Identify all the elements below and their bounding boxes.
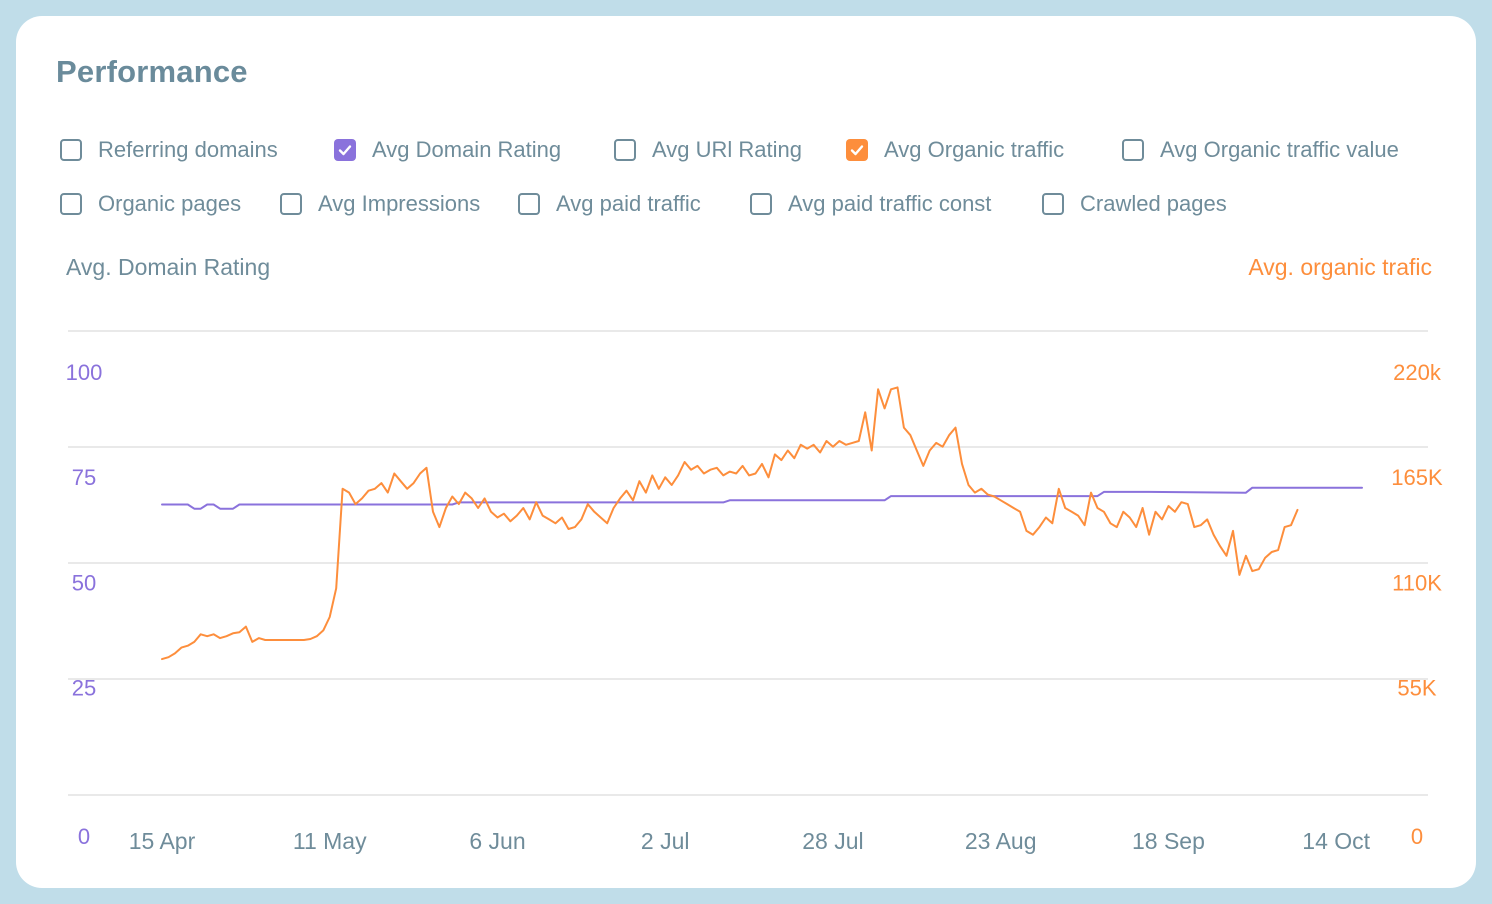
filter-option-referring-domains[interactable]: Referring domains	[60, 137, 278, 163]
filter-option-label: Avg Domain Rating	[372, 137, 562, 162]
filter-option-avg-organic-traffic[interactable]: Avg Organic traffic	[846, 137, 1064, 163]
y-right-tick-label: 165K	[1391, 465, 1443, 490]
checkbox-empty-icon[interactable]	[1042, 193, 1064, 215]
y-left-tick-label: 50	[72, 570, 96, 595]
x-tick-label: 23 Aug	[965, 828, 1037, 854]
filter-option-label: Avg Organic traffic	[884, 137, 1065, 162]
filter-option-crawled-pages[interactable]: Crawled pages	[1042, 191, 1227, 217]
checkbox-empty-icon[interactable]	[750, 193, 772, 215]
checkbox-checked-icon[interactable]	[846, 139, 868, 161]
filter-option-avg-paid-traffic[interactable]: Avg paid traffic	[518, 191, 701, 217]
filter-option-avg-domain-rating[interactable]: Avg Domain Rating	[334, 137, 561, 163]
filter-option-avg-paid-traffic-const[interactable]: Avg paid traffic const	[750, 191, 991, 217]
filter-option-avg-url-rating[interactable]: Avg URl Rating	[614, 137, 802, 163]
series-line-avg-organic-traffic	[161, 386, 1299, 661]
filter-option-label: Avg Organic traffic value	[1160, 137, 1399, 162]
y-right-tick-label: 110K	[1392, 570, 1442, 595]
y-right-tick-label: 55K	[1397, 676, 1436, 701]
page-title: Performance	[56, 54, 248, 89]
checkbox-checked-icon[interactable]	[334, 139, 356, 161]
y-right-tick-label: 0	[1411, 824, 1423, 849]
filter-option-label: Referring domains	[98, 137, 278, 162]
x-tick-label: 2 Jul	[641, 828, 690, 854]
x-tick-label: 18 Sep	[1132, 828, 1205, 854]
checkbox-empty-icon[interactable]	[1122, 139, 1144, 161]
filter-option-label: Avg paid traffic const	[788, 191, 992, 216]
filter-option-label: Avg paid traffic	[556, 191, 701, 216]
checkbox-empty-icon[interactable]	[518, 193, 540, 215]
checkbox-empty-icon[interactable]	[60, 193, 82, 215]
x-tick-label: 6 Jun	[469, 828, 525, 854]
y-left-tick-label: 25	[72, 676, 96, 701]
checkbox-empty-icon[interactable]	[280, 193, 302, 215]
filter-option-label: Organic pages	[98, 191, 242, 216]
series-line-avg-domain-rating	[161, 486, 1363, 510]
x-tick-label: 11 May	[293, 828, 367, 854]
y-right-tick-label: 220k	[1393, 360, 1442, 385]
y-left-tick-label: 100	[66, 360, 103, 385]
x-tick-label: 14 Oct	[1302, 828, 1370, 854]
performance-card: Performance Referring domains Avg Domain …	[16, 16, 1476, 888]
checkbox-empty-icon[interactable]	[60, 139, 82, 161]
y-left-tick-label: 75	[72, 465, 96, 490]
filter-option-label: Avg Impressions	[318, 191, 481, 216]
right-axis-title: Avg. organic trafic	[1248, 254, 1432, 280]
x-tick-label: 28 Jul	[802, 828, 863, 854]
left-axis-title: Avg. Domain Rating	[66, 254, 271, 280]
y-left-tick-label: 0	[78, 824, 90, 849]
filter-option-organic-pages[interactable]: Organic pages	[60, 191, 241, 217]
x-tick-label: 15 Apr	[129, 828, 196, 854]
filter-option-label: Crawled pages	[1080, 191, 1227, 216]
filter-option-avg-impressions[interactable]: Avg Impressions	[280, 191, 480, 217]
checkbox-empty-icon[interactable]	[614, 139, 636, 161]
filter-option-label: Avg URl Rating	[652, 137, 802, 162]
filter-option-avg-organic-traffic-value[interactable]: Avg Organic traffic value	[1122, 137, 1399, 163]
